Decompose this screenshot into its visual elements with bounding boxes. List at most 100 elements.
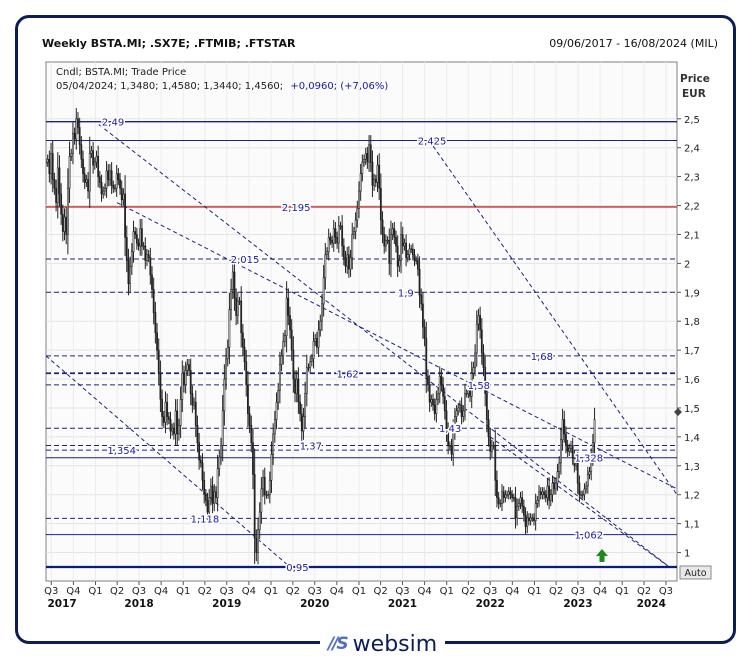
candle-body — [591, 442, 594, 458]
candle-body — [339, 225, 342, 227]
candle-body — [479, 315, 482, 331]
candle-body — [580, 494, 582, 496]
candle-body — [146, 254, 148, 261]
candle-body — [373, 179, 376, 186]
candle-body — [319, 320, 322, 331]
candle-body — [321, 303, 323, 322]
candle-body — [199, 459, 202, 464]
quarter-label: Q2 — [110, 586, 124, 597]
candle-body — [183, 372, 185, 386]
candle-body — [322, 277, 325, 305]
candle-body — [97, 156, 100, 177]
candle-body — [354, 219, 357, 232]
price-level-label: 1,43 — [439, 424, 461, 435]
candle-body — [494, 445, 497, 481]
quarter-label: Q3 — [308, 586, 322, 597]
candle-body — [423, 326, 426, 339]
candle-body — [361, 161, 364, 175]
year-label: 2020 — [300, 598, 329, 610]
candle-body — [558, 462, 561, 472]
candle-body — [48, 158, 51, 175]
price-level-label: 2,015 — [231, 255, 260, 266]
candle-body — [240, 300, 243, 334]
candle-body — [383, 234, 386, 247]
candle-body — [544, 494, 547, 498]
candle-body — [403, 242, 406, 247]
candle-body — [428, 384, 431, 403]
quarter-label: Q2 — [286, 586, 300, 597]
candle-body — [235, 297, 238, 316]
legend-ohlc-values: 05/04/2024; 1,3480; 1,4580; 1,3440; 1,45… — [56, 81, 283, 92]
candle-body — [448, 445, 451, 447]
price-level-label: 2,425 — [418, 136, 447, 147]
candle-body — [551, 482, 554, 496]
quarter-label: Q4 — [242, 586, 256, 597]
trend-line — [489, 436, 670, 568]
candle-body — [295, 378, 298, 394]
candle-body — [369, 144, 372, 163]
candle-body — [531, 517, 534, 519]
candle-body — [546, 485, 549, 498]
price-level-label: 0,95 — [286, 563, 308, 574]
candle-body — [132, 231, 135, 253]
quarter-label: Q2 — [461, 586, 475, 597]
candle-body — [396, 245, 399, 267]
candle-body — [469, 390, 471, 397]
candle-body — [408, 248, 411, 255]
candle-body — [517, 503, 520, 507]
year-label: 2021 — [388, 598, 417, 610]
candle-body — [349, 257, 352, 270]
candle-body — [477, 315, 480, 325]
candle-body — [566, 445, 569, 452]
candle-body — [198, 442, 201, 461]
candle-body — [364, 153, 367, 160]
candle-body — [188, 364, 190, 371]
candle-body — [151, 274, 153, 290]
quarter-label: Q3 — [483, 586, 497, 597]
candle-body — [336, 237, 339, 244]
candle-body — [430, 398, 433, 403]
candle-body — [415, 260, 418, 262]
candle-body — [277, 390, 280, 403]
candle-body — [534, 503, 537, 522]
y-tick-label: 1,1 — [684, 520, 700, 531]
candle-body — [472, 367, 475, 374]
candle-body — [400, 234, 402, 261]
candle-body — [196, 425, 199, 443]
candle-body — [543, 491, 545, 496]
candle-body — [85, 179, 88, 183]
candle-body — [309, 361, 312, 368]
quarter-label: Q1 — [352, 586, 366, 597]
candle-body — [499, 503, 502, 505]
candle-body — [114, 187, 116, 190]
candle-body — [378, 164, 381, 189]
candle-body — [475, 323, 478, 354]
candle-body — [307, 367, 310, 369]
candle-body — [356, 208, 359, 221]
price-level-label: 1,328 — [574, 454, 603, 465]
candle-body — [213, 491, 216, 504]
candle-body — [445, 410, 448, 432]
candle-body — [250, 425, 253, 443]
candle-body — [524, 514, 527, 527]
price-level-label: 1,68 — [531, 352, 553, 363]
trend-channels — [46, 124, 677, 568]
candle-body — [305, 367, 308, 394]
candle-body — [275, 401, 278, 420]
candle-body — [324, 254, 327, 279]
price-level-label: 1,354 — [107, 446, 136, 457]
year-label: 2024 — [637, 598, 666, 610]
quarter-label: Q2 — [198, 586, 212, 597]
candle-body — [331, 239, 333, 244]
candle-body — [115, 173, 118, 189]
candle-body — [220, 445, 222, 458]
candle-body — [90, 150, 93, 154]
websim-logo-mark-icon: //S — [328, 634, 349, 654]
candle-body — [73, 132, 76, 140]
y-tick-label: 1,5 — [684, 404, 700, 415]
candle-body — [334, 228, 337, 238]
auto-scale-button[interactable]: Auto — [679, 565, 712, 580]
candle-body — [507, 491, 510, 496]
candle-body — [135, 234, 138, 244]
